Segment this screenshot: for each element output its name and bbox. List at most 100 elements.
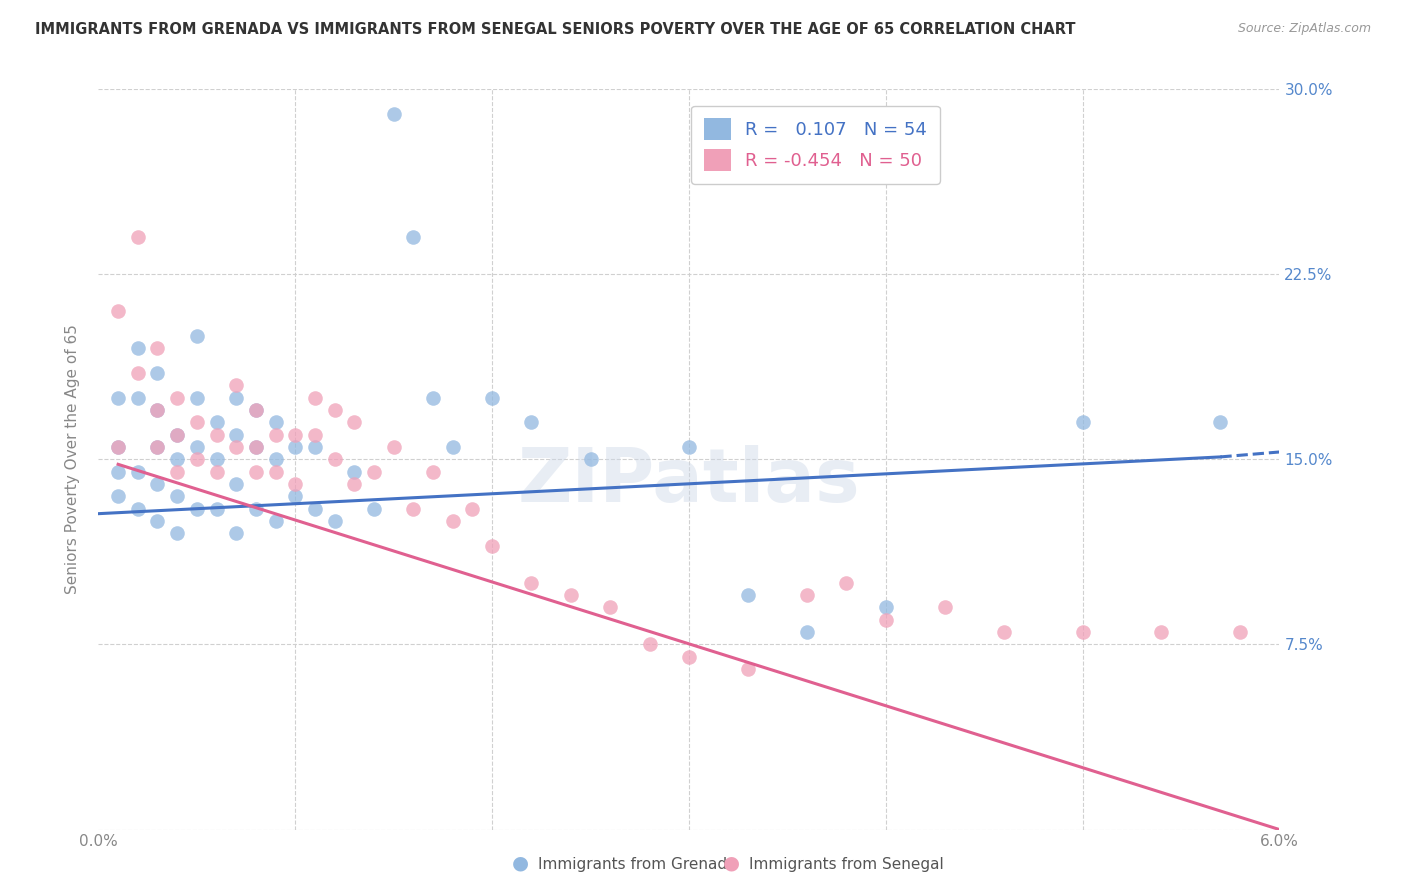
Point [304,501,326,516]
Point [166,427,188,442]
Point [186,415,208,429]
Point [225,391,247,405]
Text: Immigrants from Grenada: Immigrants from Grenada [538,857,737,872]
Point [796,588,818,602]
Point [934,600,956,615]
Point [245,440,267,454]
Point [461,501,484,516]
Point [264,452,287,467]
Point [264,465,287,479]
Point [186,391,208,405]
Point [304,391,326,405]
Point [481,539,503,553]
Point [186,452,208,467]
Point [127,341,149,355]
Point [225,440,247,454]
Point [205,465,228,479]
Point [678,440,700,454]
Point [107,440,129,454]
Point [146,440,169,454]
Point [205,452,228,467]
Point [205,415,228,429]
Point [107,391,129,405]
Point [1150,625,1173,640]
Point [245,501,267,516]
Point [678,649,700,664]
Text: ZIPatlas: ZIPatlas [517,445,860,518]
Point [225,427,247,442]
Point [205,427,228,442]
Point [284,440,307,454]
Point [323,452,346,467]
Point [146,366,169,380]
Point [245,403,267,417]
Point [166,391,188,405]
Point [1209,415,1232,429]
Text: ●: ● [512,854,529,872]
Point [146,341,169,355]
Point [796,625,818,640]
Point [343,465,366,479]
Point [264,514,287,528]
Point [1071,625,1094,640]
Point [127,501,149,516]
Point [520,575,543,590]
Point [245,440,267,454]
Point [127,366,149,380]
Point [402,501,425,516]
Point [166,489,188,503]
Point [382,440,405,454]
Point [186,329,208,343]
Point [737,588,759,602]
Point [402,230,425,244]
Point [264,427,287,442]
Point [264,415,287,429]
Point [835,575,858,590]
Point [441,514,464,528]
Point [993,625,1015,640]
Text: IMMIGRANTS FROM GRENADA VS IMMIGRANTS FROM SENEGAL SENIORS POVERTY OVER THE AGE : IMMIGRANTS FROM GRENADA VS IMMIGRANTS FR… [35,22,1076,37]
Point [225,526,247,541]
Point [422,465,444,479]
Point [225,378,247,392]
Point [166,526,188,541]
Point [107,465,129,479]
Point [166,427,188,442]
Point [363,465,385,479]
Point [107,304,129,318]
Point [186,440,208,454]
Text: Immigrants from Senegal: Immigrants from Senegal [749,857,945,872]
Text: Source: ZipAtlas.com: Source: ZipAtlas.com [1237,22,1371,36]
Point [146,440,169,454]
Point [205,501,228,516]
Point [875,600,897,615]
Point [146,403,169,417]
Point [127,465,149,479]
Point [284,489,307,503]
Text: ●: ● [723,854,740,872]
Point [245,403,267,417]
Point [107,440,129,454]
Point [1229,625,1251,640]
Point [186,501,208,516]
Point [166,465,188,479]
Point [520,415,543,429]
Point [481,391,503,405]
Point [382,107,405,121]
Y-axis label: Seniors Poverty Over the Age of 65: Seniors Poverty Over the Age of 65 [65,325,80,594]
Point [146,403,169,417]
Point [225,477,247,491]
Point [343,477,366,491]
Point [363,501,385,516]
Point [323,403,346,417]
Legend: R =   0.107   N = 54, R = -0.454   N = 50: R = 0.107 N = 54, R = -0.454 N = 50 [692,105,939,184]
Point [579,452,602,467]
Point [127,230,149,244]
Point [304,440,326,454]
Point [638,637,661,651]
Point [1071,415,1094,429]
Point [146,477,169,491]
Point [127,391,149,405]
Point [107,489,129,503]
Point [146,514,169,528]
